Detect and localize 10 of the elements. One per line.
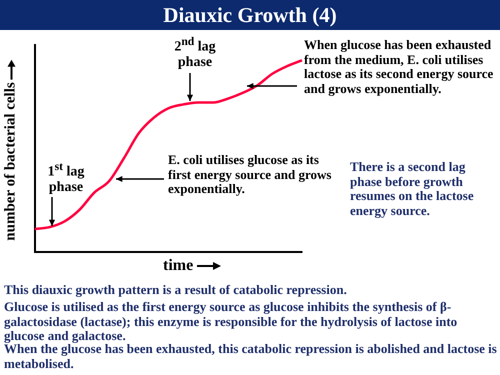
chart-title: Diauxic Growth (4) (0, 0, 500, 30)
y-axis-title: number of bacterial cells (2, 82, 20, 241)
annotation: 1$^{st}$ lag phase (46, 160, 86, 196)
annotation: E. coli utilises glucose as its first energy source and grows exponentially. (168, 152, 332, 197)
text: When glucose has been exhausted from the medium, E. coli utilises lactose as its second energy source and grows exponentially. (304, 37, 494, 96)
text: There is a second lag phase before growth resumes on the lactose energy source. (350, 159, 475, 218)
text: This diauxic growth pattern is a result of catabolic repression. (4, 282, 348, 298)
x-axis-title: time (163, 257, 194, 275)
text: Glucose is utilised as the first energy source as glucose inhibits the synthesis of β-galactosidase (lactase); this enzyme is responsible for the hydrolysis of lactose into glucose and galactose. (4, 299, 458, 344)
annotation: 2$^{nd}$ lag phase (173, 35, 217, 71)
